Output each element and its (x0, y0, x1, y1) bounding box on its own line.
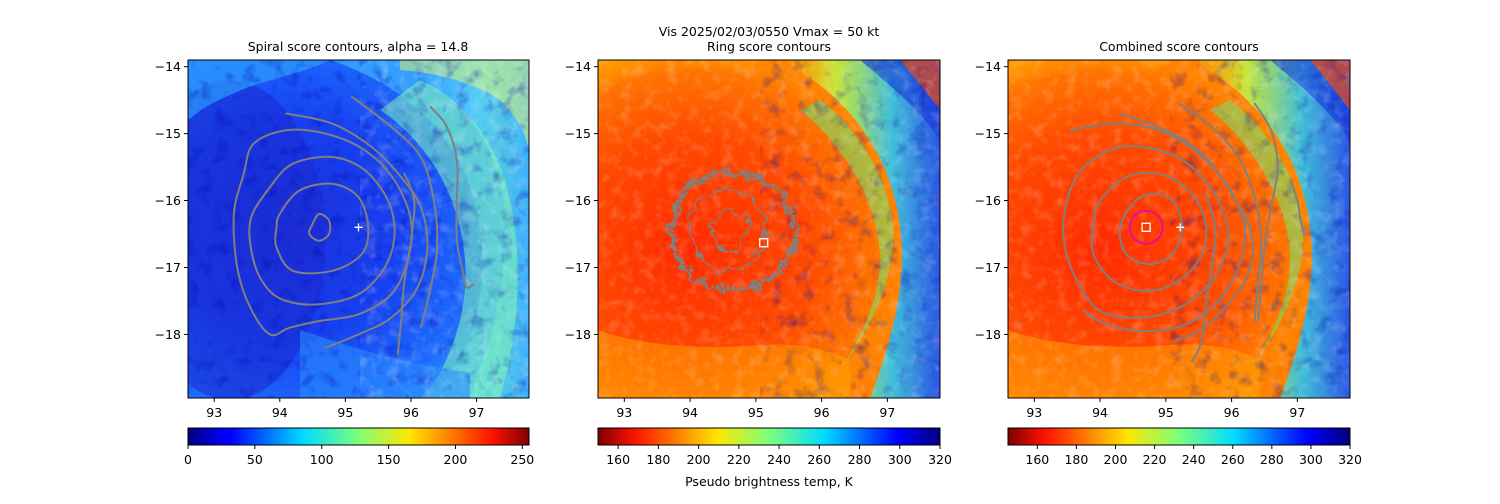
colorbar-tick-label: 250 (510, 452, 534, 467)
colorbar-tick-label: 220 (727, 452, 751, 467)
colorbar-label: Pseudo brightness temp, K (685, 474, 854, 489)
y-tick-label: −18 (565, 327, 591, 342)
x-tick-label: 94 (682, 405, 698, 420)
colorbar-tick-label: 260 (807, 452, 831, 467)
y-tick-label: −18 (975, 327, 1001, 342)
contour-line (1253, 102, 1279, 322)
y-tick-label: −18 (155, 327, 181, 342)
y-tick-label: −15 (155, 126, 181, 141)
contour-line (1062, 144, 1230, 319)
x-tick-label: 96 (1224, 405, 1240, 420)
x-tick-label: 93 (1026, 405, 1042, 420)
panel-title: Spiral score contours, alpha = 14.8 (248, 39, 469, 54)
x-tick-label: 94 (1092, 405, 1108, 420)
colorbar-tick-label: 150 (377, 452, 401, 467)
contour-line (350, 95, 439, 329)
contour-line (274, 182, 370, 275)
x-tick-label: 97 (469, 405, 485, 420)
x-tick-label: 95 (748, 405, 764, 420)
y-tick-label: −16 (155, 193, 181, 208)
center-plus-marker (354, 223, 363, 232)
y-tick-label: −17 (565, 260, 591, 275)
image-field (1008, 60, 1350, 398)
colorbar-tick-label: 240 (767, 452, 791, 467)
x-tick-label: 95 (337, 405, 353, 420)
colorbar-tick-label: 260 (1221, 452, 1245, 467)
y-tick-label: −15 (975, 126, 1001, 141)
colorbar-tick-label: 200 (1104, 452, 1128, 467)
y-tick-label: −17 (975, 260, 1001, 275)
x-tick-label: 94 (272, 405, 288, 420)
colorbar-tick-label: 240 (1182, 452, 1206, 467)
colorbar-tick-label: 100 (310, 452, 334, 467)
contour-line (710, 209, 748, 252)
center-square-marker (1141, 222, 1151, 232)
colorbar-tick-label: 180 (646, 452, 670, 467)
colorbar-tick-label: 280 (848, 452, 872, 467)
contour-line (429, 105, 475, 289)
contour-line (1118, 192, 1184, 266)
contour-line (1069, 122, 1247, 333)
colorbar-tick-label: 160 (606, 452, 630, 467)
colorbar-tick-label: 0 (184, 452, 192, 467)
y-tick-label: −15 (565, 126, 591, 141)
figure-suptitle: Vis 2025/02/03/0550 Vmax = 50 kt (659, 24, 880, 39)
contour-line (666, 170, 799, 295)
colorbar-tick-label: 160 (1025, 452, 1049, 467)
contour-line (285, 112, 429, 349)
y-tick-label: −16 (975, 193, 1001, 208)
x-tick-label: 96 (403, 405, 419, 420)
contour-line (689, 189, 768, 271)
y-tick-label: −14 (565, 59, 591, 74)
center-plus-marker (1176, 223, 1185, 232)
x-tick-label: 93 (616, 405, 632, 420)
colorbar-combined: 160 180 200 220 240 260 280 300 320 (1007, 427, 1362, 467)
center-square-marker (759, 238, 769, 248)
colorbar-tick-label: 200 (687, 452, 711, 467)
center-circle-marker (1128, 209, 1164, 245)
x-tick-label: 97 (879, 405, 895, 420)
colorbar-tick-label: 50 (247, 452, 263, 467)
panel-spiral: Spiral score contours, alpha = 14.8 93 94… (155, 39, 530, 420)
colorbar-tick-label: 320 (1338, 452, 1362, 467)
x-tick-label: 95 (1158, 405, 1174, 420)
contour-line (232, 128, 413, 337)
colorbar-tick-label: 300 (1299, 452, 1323, 467)
y-tick-label: −17 (155, 260, 181, 275)
colorbar-tick-label: 220 (1143, 452, 1167, 467)
contour-line (1090, 171, 1208, 292)
panel-ring: Ring score contours 93 94 95 96 97 −14 −15 −16 −… (565, 39, 941, 420)
y-tick-label: −14 (975, 59, 1001, 74)
colorbar-tick-label: 320 (928, 452, 952, 467)
colorbar-tick-label: 280 (1260, 452, 1284, 467)
x-tick-label: 97 (1289, 405, 1305, 420)
contour-line (1118, 112, 1254, 343)
contour-line (308, 212, 332, 242)
colorbar-tick-label: 180 (1064, 452, 1088, 467)
colorbar-tick-label: 200 (444, 452, 468, 467)
image-field (598, 60, 940, 398)
x-tick-label: 93 (206, 405, 222, 420)
panel-title: Ring score contours (707, 39, 831, 54)
contour-line (1289, 179, 1305, 235)
colorbar-spiral: 0 50 100 150 200 250 (184, 427, 534, 467)
image-field (188, 60, 529, 398)
y-tick-label: −14 (155, 59, 181, 74)
colorbar-tick-label: 300 (888, 452, 912, 467)
panel-combined: Combined score contours 93 94 95 96 97 −14 −15… (975, 39, 1351, 420)
contour-line (248, 155, 396, 306)
x-tick-label: 96 (814, 405, 830, 420)
contour-line (1191, 192, 1217, 363)
panel-title: Combined score contours (1099, 39, 1259, 54)
y-tick-label: −16 (565, 193, 591, 208)
colorbar-ring: 160 180 200 220 240 260 280 300 320 Pseudo brigh… (597, 427, 952, 489)
contour-line (1178, 102, 1263, 322)
contour-line (396, 172, 416, 356)
